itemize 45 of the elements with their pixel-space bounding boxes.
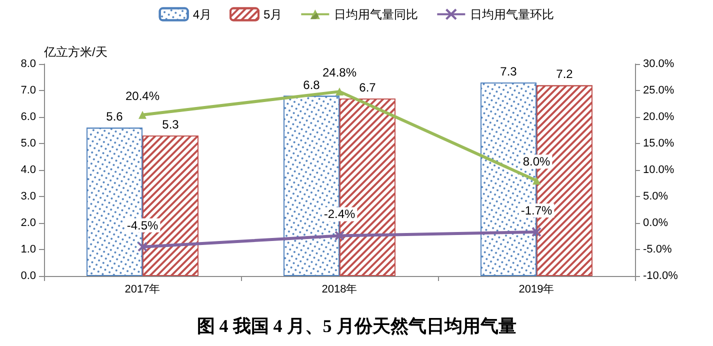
y-tick-label: 4.0 xyxy=(20,164,36,176)
y2-tick-label: 25.0% xyxy=(643,84,674,96)
data-label: 7.3 xyxy=(500,64,518,79)
point xyxy=(532,227,542,238)
data-label: 24.8% xyxy=(322,66,357,80)
legend-label: 4月 xyxy=(192,7,212,22)
y-axis-title: 亿立方米/天 xyxy=(43,45,108,59)
point xyxy=(138,110,146,119)
y2-tick-label: 0.0% xyxy=(643,217,668,229)
point xyxy=(138,242,148,252)
x-tick-label: 2018年 xyxy=(322,284,358,296)
y-tick-label: 2.0 xyxy=(20,217,36,229)
y-tick-label: 8.0 xyxy=(20,58,36,70)
data-label: -4.5% xyxy=(126,218,158,232)
x-tick-label: 2019年 xyxy=(518,284,554,296)
legend-label: 日均用气量同比 xyxy=(334,7,418,22)
y2-tick-label: 10.0% xyxy=(643,164,674,176)
y2-tick-label: -10.0% xyxy=(643,270,678,282)
y2-tick-label: 5.0% xyxy=(643,190,668,202)
legend-label: 日均用气量环比 xyxy=(470,7,554,22)
data-label: 5.3 xyxy=(162,118,180,132)
y-tick-label: 3.0 xyxy=(20,190,36,202)
point xyxy=(334,230,344,241)
point xyxy=(532,176,540,185)
y-tick-label: 5.0 xyxy=(20,138,36,150)
data-label: -2.4% xyxy=(324,207,356,222)
text: 图 4 我国 4 月、5 月份天然气日均用气量 xyxy=(196,316,516,336)
y-tick-label: 0.0 xyxy=(20,270,36,282)
data-label: 5.6 xyxy=(106,110,124,124)
data-label: 20.4% xyxy=(125,88,160,103)
data-label: 6.8 xyxy=(303,78,320,92)
y-tick-label: 6.0 xyxy=(20,111,36,123)
y-tick-label: 7.0 xyxy=(20,84,36,96)
y2-tick-label: 20.0% xyxy=(643,111,674,123)
y2-tick-label: -5.0% xyxy=(643,244,672,256)
data-label: 6.7 xyxy=(359,80,376,94)
x-tick-label: 2017年 xyxy=(124,284,160,296)
y-tick-label: 1.0 xyxy=(20,244,36,256)
point xyxy=(336,88,344,96)
legend-label: 5月 xyxy=(264,7,282,22)
data-label: -1.7% xyxy=(520,204,552,218)
data-label: 7.2 xyxy=(556,67,574,82)
y2-tick-label: 15.0% xyxy=(643,138,674,150)
data-label: 8.0% xyxy=(522,154,550,169)
y2-tick-label: 30.0% xyxy=(643,58,674,70)
